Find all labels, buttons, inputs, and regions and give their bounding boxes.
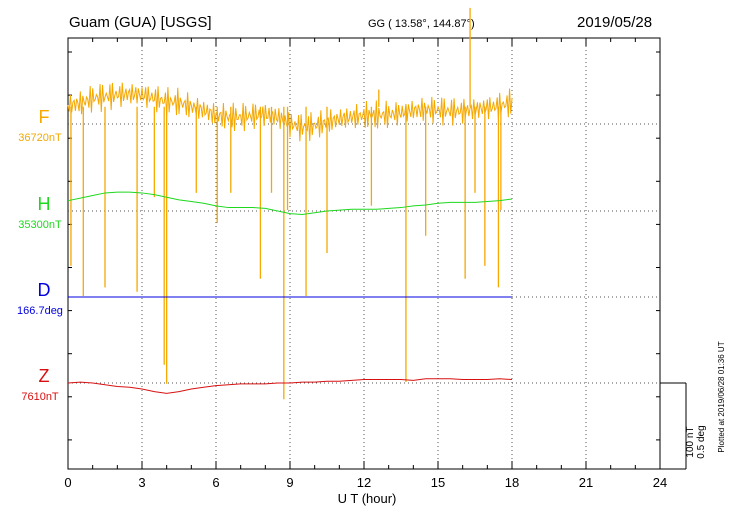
channel-F-baseline: 36720nT xyxy=(18,132,62,144)
plotted-timestamp: Plotted at 2019/06/28 01:36 UT xyxy=(717,341,726,452)
series-H-line xyxy=(67,191,513,215)
x-tick-label: 12 xyxy=(357,475,371,490)
station-title: Guam (GUA) [USGS] xyxy=(69,14,212,31)
series-Z-line xyxy=(67,378,513,394)
channel-H-letter: H xyxy=(38,194,51,214)
channel-Z-baseline: 7610nT xyxy=(21,391,59,403)
x-tick-label: 0 xyxy=(64,475,71,490)
x-tick-label: 3 xyxy=(138,475,145,490)
channel-D-baseline: 166.7deg xyxy=(17,305,63,317)
x-tick-label: 6 xyxy=(212,475,219,490)
plot-date: 2019/05/28 xyxy=(577,14,652,31)
scale-bar: 100 nT 0.5 deg xyxy=(660,382,707,470)
x-tick-label: 21 xyxy=(579,475,593,490)
x-tick-label: 18 xyxy=(505,475,519,490)
channel-F-letter: F xyxy=(39,107,50,127)
channel-D-letter: D xyxy=(38,280,51,300)
x-tick-label: 24 xyxy=(653,475,667,490)
series-F-line xyxy=(67,82,513,142)
channel-Z-letter: Z xyxy=(39,366,50,386)
channel-labels: F 36720nT H 35300nT D 166.7deg Z 7610nT xyxy=(17,107,63,403)
axis-ticks xyxy=(67,38,661,469)
x-axis-label: U T (hour) xyxy=(338,491,397,506)
scale-bar-label-nt: 100 nT xyxy=(685,426,696,457)
x-tick-label: 15 xyxy=(431,475,445,490)
series-layer xyxy=(67,7,513,400)
x-tick-label: 9 xyxy=(286,475,293,490)
x-tick-labels: 0 3 6 9 12 15 18 21 24 xyxy=(64,475,667,490)
channel-H-baseline: 35300nT xyxy=(18,219,62,231)
station-coords: GG ( 13.58°, 144.87°) xyxy=(368,18,475,30)
scale-bar-label-deg: 0.5 deg xyxy=(696,425,707,458)
